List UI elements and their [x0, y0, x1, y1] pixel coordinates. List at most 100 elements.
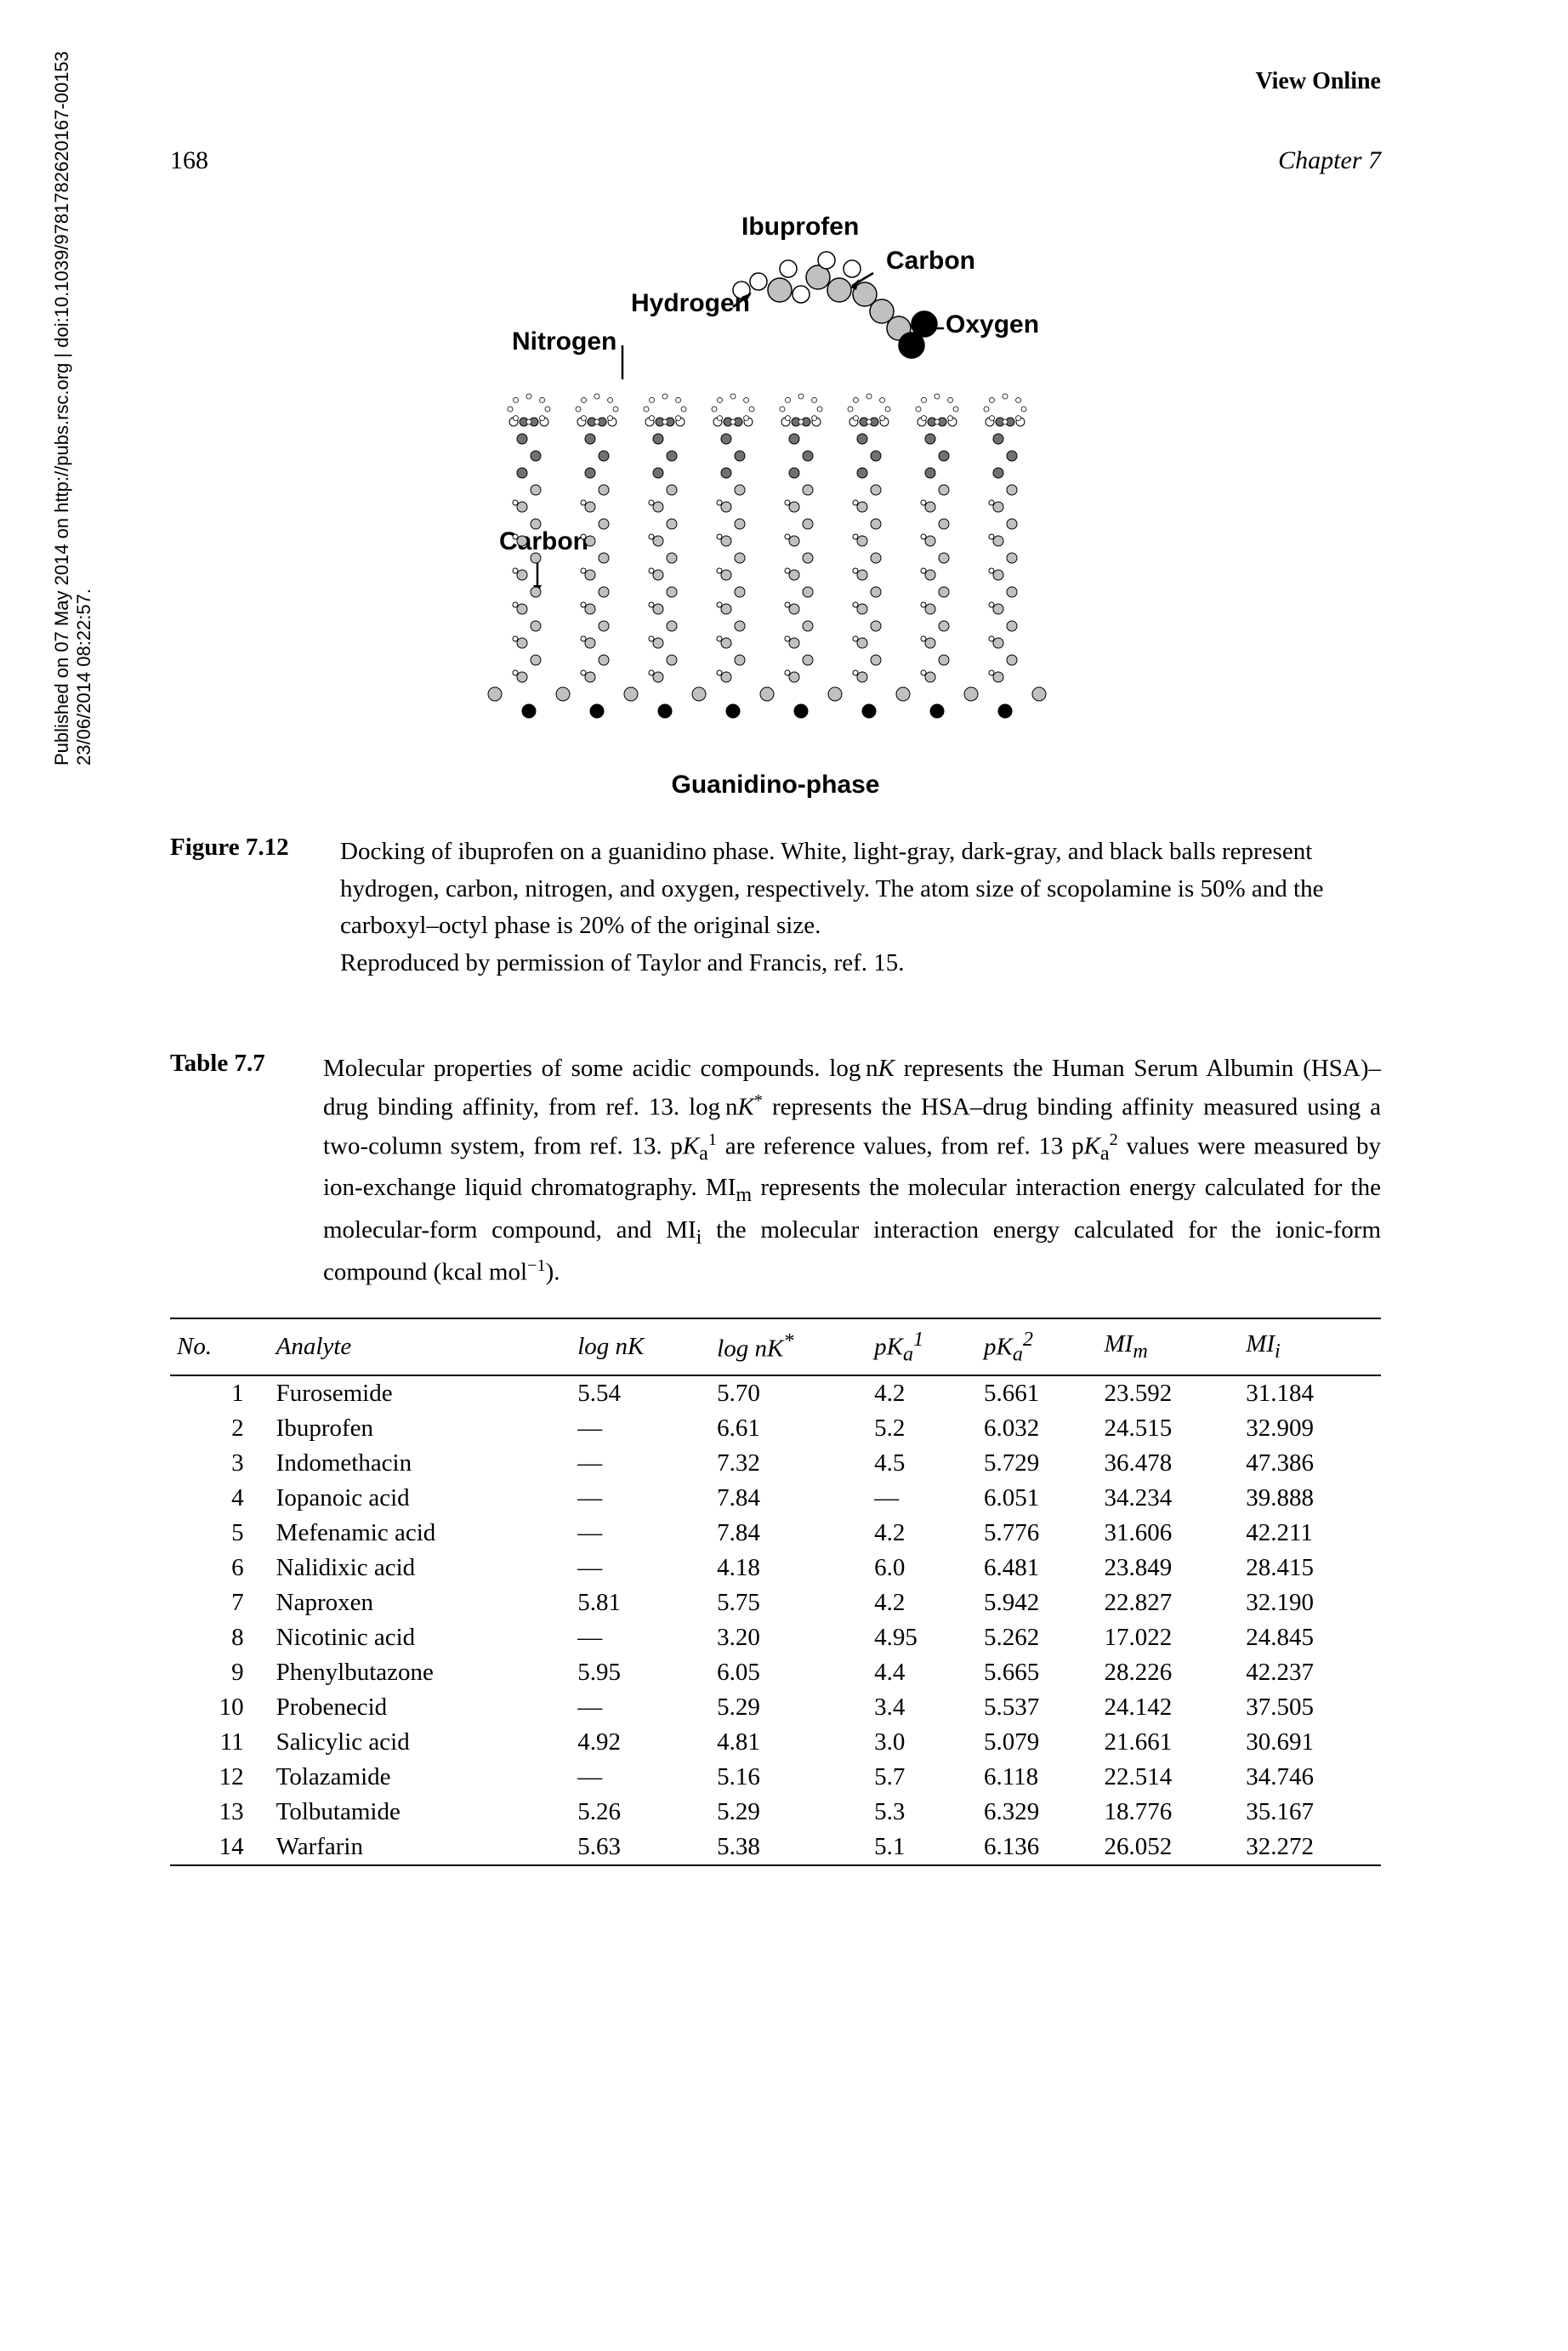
table-cell: — [571, 1446, 710, 1481]
table-cell: 11 [170, 1725, 270, 1760]
table-cell: 12 [170, 1760, 270, 1795]
table-cell: 3 [170, 1446, 270, 1481]
table-cell: 42.211 [1239, 1516, 1381, 1551]
col-pka2: pKa2 [977, 1318, 1097, 1375]
table-cell: 6.329 [977, 1795, 1097, 1830]
ibuprofen-label: Ibuprofen [741, 213, 859, 241]
table-cell: 1 [170, 1375, 270, 1411]
table-cell: 7 [170, 1585, 270, 1620]
table-cell: 3.4 [867, 1690, 977, 1725]
table-cell: Iopanoic acid [270, 1481, 571, 1516]
table-cell: Furosemide [270, 1375, 571, 1411]
table-cell: 6.032 [977, 1411, 1097, 1446]
table-cell: — [571, 1551, 710, 1585]
table-cell: Salicylic acid [270, 1725, 571, 1760]
table-cell: 30.691 [1239, 1725, 1381, 1760]
table-cell: — [867, 1481, 977, 1516]
sidebar-line1: 23/06/2014 08:22:57. [73, 51, 95, 766]
table-cell: 4.5 [867, 1446, 977, 1481]
table-cell: Nicotinic acid [270, 1620, 571, 1655]
page-header: 168 Chapter 7 [170, 146, 1381, 175]
table-cell: 7.32 [710, 1446, 867, 1481]
table-cell: 35.167 [1239, 1795, 1381, 1830]
table-row: 1Furosemide5.545.704.25.66123.59231.184 [170, 1375, 1381, 1411]
table-cell: Naproxen [270, 1585, 571, 1620]
table-cell: 4.4 [867, 1655, 977, 1690]
table-cell: 5.7 [867, 1760, 977, 1795]
table-cell: 5.2 [867, 1411, 977, 1446]
table-cell: 5.29 [710, 1690, 867, 1725]
figure-caption-label: Figure 7.12 [170, 834, 340, 982]
table-cell: 8 [170, 1620, 270, 1655]
table-cell: 6.481 [977, 1551, 1097, 1585]
table-row: 14Warfarin5.635.385.16.13626.05232.272 [170, 1830, 1381, 1865]
table-cell: Phenylbutazone [270, 1655, 571, 1690]
table-cell: — [571, 1481, 710, 1516]
table-cell: 7.84 [710, 1481, 867, 1516]
table-cell: 5.16 [710, 1760, 867, 1795]
carbon-left-label: Carbon [499, 527, 588, 555]
table-cell: Mefenamic acid [270, 1516, 571, 1551]
table-cell: 5.63 [571, 1830, 710, 1865]
table-cell: 24.845 [1239, 1620, 1381, 1655]
table-cell: 26.052 [1097, 1830, 1239, 1865]
table-cell: 28.226 [1097, 1655, 1239, 1690]
table-cell: 17.022 [1097, 1620, 1239, 1655]
table-cell: 4.95 [867, 1620, 977, 1655]
table-cell: Probenecid [270, 1690, 571, 1725]
table-cell: 13 [170, 1795, 270, 1830]
col-no: No. [170, 1318, 270, 1375]
table-cell: 5.665 [977, 1655, 1097, 1690]
table-cell: 5.29 [710, 1795, 867, 1830]
table-cell: Warfarin [270, 1830, 571, 1865]
hydrogen-label: Hydrogen [631, 289, 750, 317]
table-cell: 4.92 [571, 1725, 710, 1760]
table-cell: 4.2 [867, 1585, 977, 1620]
table-cell: Nalidixic acid [270, 1551, 571, 1585]
table-cell: 32.909 [1239, 1411, 1381, 1446]
table-cell: 23.849 [1097, 1551, 1239, 1585]
table-cell: 5.81 [571, 1585, 710, 1620]
table-row: 12Tolazamide—5.165.76.11822.51434.746 [170, 1760, 1381, 1795]
chapter-label: Chapter 7 [1278, 146, 1381, 175]
table-cell: Ibuprofen [270, 1411, 571, 1446]
table-cell: 5.54 [571, 1375, 710, 1411]
table-cell: 5.262 [977, 1620, 1097, 1655]
table-cell: 3.0 [867, 1725, 977, 1760]
table-row: 2Ibuprofen—6.615.26.03224.51532.909 [170, 1411, 1381, 1446]
table-cell: — [571, 1690, 710, 1725]
table-cell: 18.776 [1097, 1795, 1239, 1830]
table-caption-text: Molecular properties of some acidic comp… [323, 1050, 1381, 1292]
col-lognk-star: log nK* [710, 1318, 867, 1375]
table-row: 4Iopanoic acid—7.84—6.05134.23439.888 [170, 1481, 1381, 1516]
table-cell: 5.3 [867, 1795, 977, 1830]
table-cell: 31.184 [1239, 1375, 1381, 1411]
table-row: 3Indomethacin—7.324.55.72936.47847.386 [170, 1446, 1381, 1481]
table-cell: — [571, 1411, 710, 1446]
table-cell: 5.95 [571, 1655, 710, 1690]
table-cell: 22.514 [1097, 1760, 1239, 1795]
view-online-link[interactable]: View Online [170, 68, 1381, 95]
table-caption: Table 7.7 Molecular properties of some a… [170, 1050, 1381, 1292]
table-cell: 3.20 [710, 1620, 867, 1655]
table-cell: 6.05 [710, 1655, 867, 1690]
table-cell: Indomethacin [270, 1446, 571, 1481]
table-cell: 6.051 [977, 1481, 1097, 1516]
table-cell: 4.81 [710, 1725, 867, 1760]
table-cell: Tolbutamide [270, 1795, 571, 1830]
table-cell: 6.136 [977, 1830, 1097, 1865]
sidebar-citation: Published on 07 May 2014 on http://pubs.… [51, 51, 95, 766]
table-cell: 32.272 [1239, 1830, 1381, 1865]
table-row: 8Nicotinic acid—3.204.955.26217.02224.84… [170, 1620, 1381, 1655]
table-cell: 32.190 [1239, 1585, 1381, 1620]
table-7-7: No. Analyte log nK log nK* pKa1 pKa2 MIm… [170, 1318, 1381, 1866]
table-cell: 5.661 [977, 1375, 1097, 1411]
table-cell: 9 [170, 1655, 270, 1690]
table-cell: 36.478 [1097, 1446, 1239, 1481]
table-row: 7Naproxen5.815.754.25.94222.82732.190 [170, 1585, 1381, 1620]
table-header-row: No. Analyte log nK log nK* pKa1 pKa2 MIm… [170, 1318, 1381, 1375]
table-cell: 6 [170, 1551, 270, 1585]
table-cell: 14 [170, 1830, 270, 1865]
table-cell: 5.942 [977, 1585, 1097, 1620]
table-cell: 34.746 [1239, 1760, 1381, 1795]
